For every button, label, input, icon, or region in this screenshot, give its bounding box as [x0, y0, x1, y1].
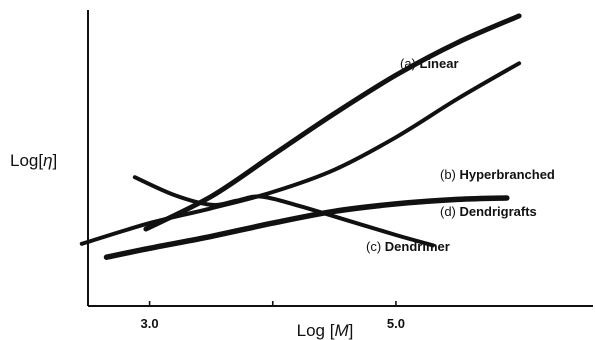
series-line-dendrimer — [132, 175, 435, 248]
series-line-linear — [143, 13, 522, 232]
series-label-dendrigrafts: (d) Dendrigrafts — [440, 204, 537, 219]
labels-layer: (a) Linear (b) Hyperbranched (c) Dendrimer… — [366, 56, 555, 254]
y-axis-label: Log[η] — [10, 151, 57, 170]
axes: 3.0 5.0 Log [M] Log[η] — [10, 10, 593, 340]
x-tick-label: 3.0 — [141, 316, 159, 331]
series-line-dendrigrafts — [103, 195, 510, 260]
x-axis-label: Log [M] — [297, 321, 354, 340]
series-layer — [79, 13, 522, 260]
series-label-dendrimer: (c) Dendrimer — [366, 239, 450, 254]
x-tick-label: 5.0 — [387, 316, 405, 331]
series-label-hyperbranched: (b) Hyperbranched — [440, 167, 555, 182]
series-line-hyperbranched — [79, 61, 522, 246]
series-label-linear: (a) Linear — [400, 56, 459, 71]
